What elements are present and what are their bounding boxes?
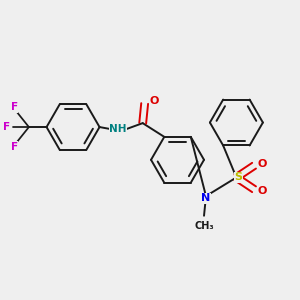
- Text: F: F: [3, 122, 10, 132]
- Text: CH₃: CH₃: [194, 220, 214, 231]
- Text: F: F: [11, 142, 18, 152]
- Text: NH: NH: [110, 124, 127, 134]
- Text: S: S: [234, 172, 242, 182]
- Text: O: O: [257, 159, 267, 169]
- Text: N: N: [201, 193, 211, 203]
- Text: O: O: [257, 186, 267, 196]
- Text: F: F: [11, 102, 18, 112]
- Text: O: O: [150, 96, 159, 106]
